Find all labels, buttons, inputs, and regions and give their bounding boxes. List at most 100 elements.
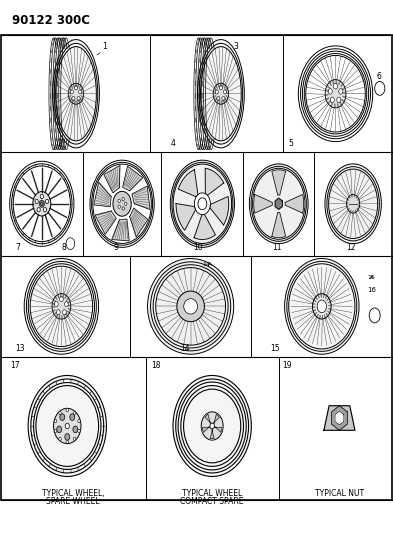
Circle shape	[39, 200, 44, 207]
Circle shape	[45, 199, 49, 204]
Text: TYPICAL WHEEL: TYPICAL WHEEL	[182, 489, 242, 498]
Circle shape	[125, 202, 127, 205]
Ellipse shape	[53, 408, 81, 443]
Polygon shape	[335, 411, 344, 425]
Ellipse shape	[328, 88, 332, 94]
Circle shape	[66, 408, 68, 412]
Circle shape	[78, 419, 80, 423]
Text: 14: 14	[180, 344, 189, 353]
Circle shape	[122, 197, 125, 201]
Circle shape	[40, 202, 43, 206]
Polygon shape	[194, 214, 215, 239]
Ellipse shape	[74, 86, 77, 90]
Ellipse shape	[184, 298, 198, 314]
Text: SPARE WHEEL: SPARE WHEEL	[46, 497, 100, 506]
Circle shape	[64, 302, 68, 306]
Ellipse shape	[224, 90, 227, 94]
Ellipse shape	[250, 164, 308, 244]
Polygon shape	[332, 406, 347, 430]
Polygon shape	[205, 168, 224, 195]
Circle shape	[73, 437, 76, 441]
Circle shape	[54, 419, 57, 423]
Ellipse shape	[72, 96, 75, 101]
Text: 6: 6	[376, 71, 382, 80]
Text: TYPICAL WHEEL,: TYPICAL WHEEL,	[42, 489, 105, 498]
Ellipse shape	[52, 294, 71, 319]
Text: 13: 13	[16, 344, 25, 353]
Ellipse shape	[219, 86, 222, 90]
Ellipse shape	[215, 90, 218, 94]
Circle shape	[78, 429, 80, 433]
Text: 1: 1	[103, 42, 107, 51]
Text: 11: 11	[272, 243, 281, 252]
Text: COMPACT SPARE: COMPACT SPARE	[180, 497, 244, 506]
Circle shape	[59, 296, 63, 302]
Circle shape	[43, 207, 47, 212]
Ellipse shape	[197, 39, 244, 148]
Ellipse shape	[213, 83, 229, 104]
Ellipse shape	[312, 294, 331, 319]
Ellipse shape	[337, 97, 341, 103]
Circle shape	[60, 414, 65, 421]
Text: 12: 12	[347, 243, 356, 252]
Text: A: A	[370, 275, 374, 280]
Polygon shape	[130, 208, 148, 237]
Ellipse shape	[33, 191, 51, 216]
Polygon shape	[95, 211, 116, 235]
Circle shape	[65, 433, 70, 440]
Text: 10: 10	[194, 243, 203, 252]
Ellipse shape	[339, 88, 343, 94]
Text: 18: 18	[151, 361, 161, 370]
Circle shape	[73, 426, 78, 433]
Polygon shape	[272, 213, 286, 238]
Ellipse shape	[325, 79, 346, 108]
Text: 15: 15	[270, 344, 280, 353]
Circle shape	[122, 207, 125, 210]
Circle shape	[62, 310, 66, 315]
Polygon shape	[214, 426, 222, 432]
Circle shape	[54, 429, 57, 433]
Circle shape	[70, 414, 75, 421]
Text: TYPICAL NUT: TYPICAL NUT	[315, 489, 364, 498]
Text: 5: 5	[288, 140, 294, 149]
Ellipse shape	[347, 195, 360, 213]
Ellipse shape	[28, 375, 107, 477]
Ellipse shape	[53, 39, 99, 148]
Ellipse shape	[177, 291, 204, 322]
Polygon shape	[112, 219, 129, 241]
Ellipse shape	[330, 97, 334, 103]
Circle shape	[369, 308, 380, 323]
Text: 16: 16	[367, 275, 375, 280]
Polygon shape	[202, 426, 211, 432]
Ellipse shape	[222, 96, 225, 101]
Text: 90122 300C: 90122 300C	[13, 14, 90, 27]
Ellipse shape	[113, 191, 131, 216]
Text: 4: 4	[171, 140, 176, 149]
Ellipse shape	[325, 164, 381, 244]
Circle shape	[59, 437, 61, 441]
Text: 2: 2	[57, 140, 62, 149]
Text: 9: 9	[114, 243, 119, 252]
Circle shape	[73, 411, 76, 415]
Polygon shape	[272, 170, 286, 195]
Polygon shape	[178, 169, 198, 197]
Circle shape	[118, 199, 120, 203]
Polygon shape	[132, 186, 150, 209]
Polygon shape	[285, 195, 304, 213]
Ellipse shape	[173, 375, 252, 477]
Ellipse shape	[210, 423, 214, 429]
Polygon shape	[176, 204, 196, 230]
Ellipse shape	[198, 198, 207, 210]
Circle shape	[37, 207, 40, 212]
Ellipse shape	[334, 83, 338, 89]
Ellipse shape	[79, 90, 82, 94]
Ellipse shape	[24, 259, 99, 354]
Ellipse shape	[70, 90, 73, 94]
Circle shape	[66, 238, 75, 249]
Circle shape	[59, 411, 61, 415]
Polygon shape	[210, 429, 214, 439]
Polygon shape	[210, 197, 229, 225]
Text: 17: 17	[11, 361, 20, 370]
Ellipse shape	[147, 259, 234, 354]
Ellipse shape	[68, 83, 84, 104]
